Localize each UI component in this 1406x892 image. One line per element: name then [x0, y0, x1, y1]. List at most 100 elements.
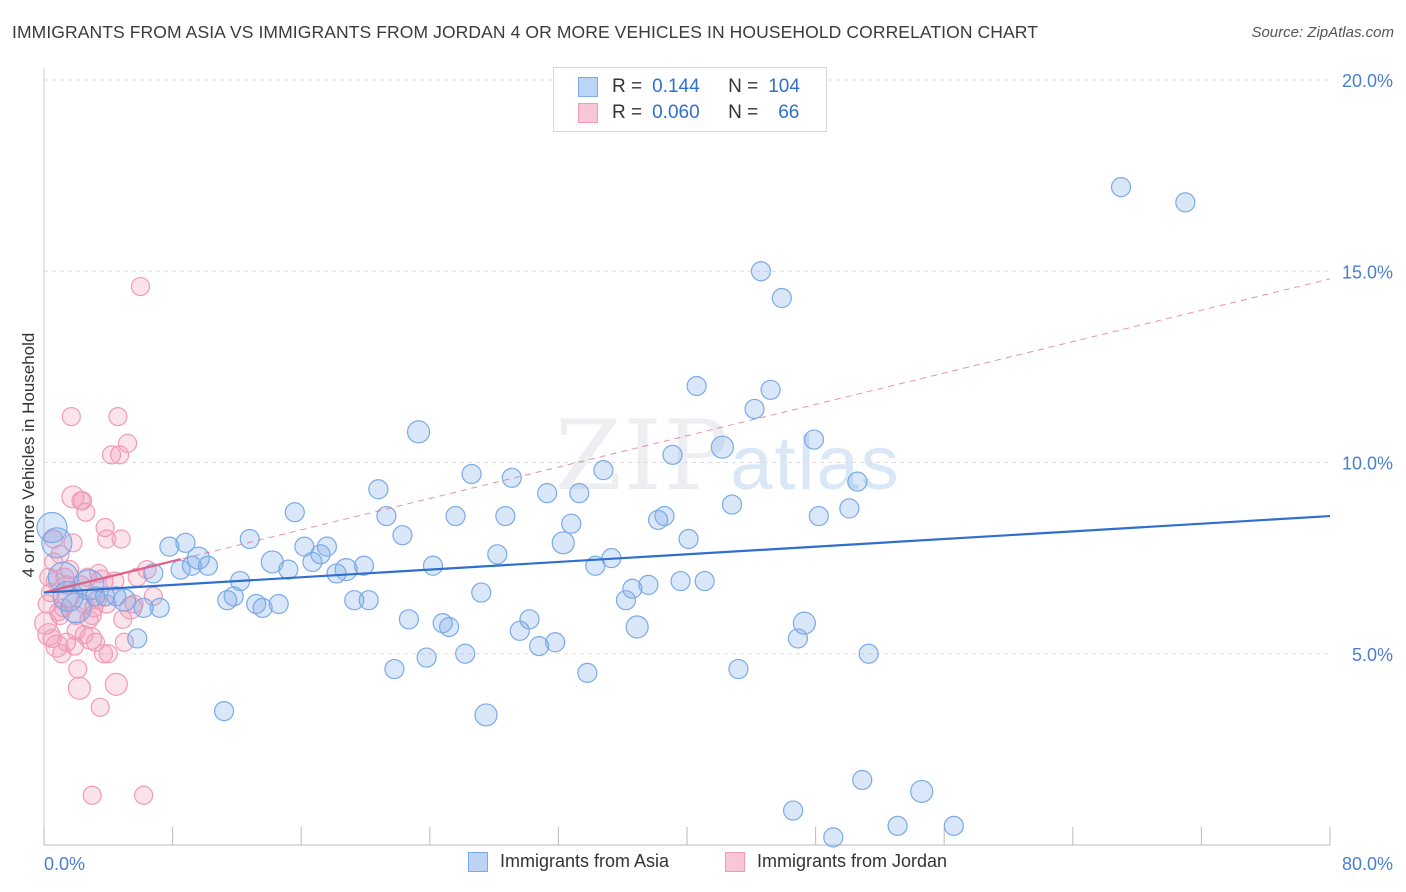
asia-point — [376, 505, 397, 527]
asia-point — [284, 502, 305, 523]
x-tick-label-max: 80.0% — [1342, 854, 1393, 874]
asia-point — [278, 559, 299, 580]
asia-point — [268, 593, 289, 615]
y-tick-label: 5.0% — [1352, 645, 1393, 665]
asia-point — [495, 505, 516, 527]
asia-point — [615, 590, 637, 611]
asia-point — [112, 588, 136, 612]
asia-point — [455, 643, 476, 664]
jordan-point — [37, 594, 57, 614]
asia-point — [545, 632, 566, 653]
bottom-legend-jordan: Immigrants from Jordan — [725, 851, 947, 872]
jordan-point — [108, 407, 128, 427]
legend-n-value-jordan: 66 — [778, 102, 800, 123]
asia-point — [771, 287, 792, 309]
axes — [43, 68, 1331, 846]
jordan-point — [60, 559, 80, 580]
asia-point — [577, 662, 598, 683]
watermark: ZIPatlas — [555, 400, 901, 512]
asia-point — [239, 528, 260, 550]
jordan-point — [90, 697, 110, 717]
legend-r-label: R = — [612, 102, 643, 123]
asia-point — [750, 261, 772, 282]
y-tick-label: 10.0% — [1342, 454, 1393, 474]
chart-source: Source: ZipAtlas.com — [1251, 24, 1394, 41]
asia-point — [792, 611, 816, 635]
asia-point — [760, 379, 781, 400]
asia-point — [149, 597, 170, 618]
asia-point — [744, 398, 765, 420]
asia-point — [445, 505, 466, 527]
asia-point — [384, 658, 405, 680]
jordan-point — [85, 632, 106, 652]
asia-point — [887, 815, 908, 836]
asia-point — [252, 597, 273, 618]
asia-trend-line — [43, 514, 1331, 594]
asia-point — [529, 635, 550, 657]
asia-point — [625, 615, 649, 639]
jordan-point — [134, 785, 154, 805]
asia-point — [638, 574, 659, 596]
asia-point — [175, 532, 196, 553]
asia-point — [422, 555, 444, 576]
legend-n-value-asia: 104 — [768, 76, 800, 97]
asia-point — [501, 467, 522, 488]
asia-point — [186, 546, 210, 570]
asia-point — [1175, 192, 1196, 213]
asia-point — [686, 375, 707, 397]
asia-point — [302, 551, 323, 573]
asia-point — [353, 555, 374, 576]
legend-n-label: N = — [728, 102, 759, 123]
jordan-point — [114, 632, 134, 652]
asia-point — [246, 593, 267, 615]
asia-point — [710, 435, 734, 459]
legend-r-value-asia: 0.144 — [652, 76, 700, 97]
asia-point — [398, 609, 420, 630]
jordan-point — [68, 659, 88, 679]
asia-point — [537, 483, 558, 504]
legend-r-value-jordan: 0.060 — [652, 102, 700, 123]
asia-point — [217, 590, 238, 611]
asia-points — [36, 177, 1196, 848]
y-axis-label: 4 or more Vehicles in Household — [19, 333, 38, 578]
asia-point — [647, 509, 669, 530]
asia-point — [943, 815, 964, 836]
jordan-point — [37, 623, 61, 647]
legend-row-asia: R = 0.144 N = 104 — [578, 74, 800, 100]
legend-n-label: N = — [728, 76, 759, 97]
asia-point — [213, 701, 235, 722]
jordan-point — [104, 672, 128, 696]
bottom-legend-asia: Immigrants from Asia — [468, 851, 669, 872]
asia-point — [487, 544, 508, 565]
asia-point — [561, 513, 582, 534]
asia-point — [782, 800, 804, 821]
asia-point — [392, 525, 413, 546]
watermark-atlas: atlas — [730, 421, 901, 506]
asia-point — [416, 647, 437, 668]
asia-point — [654, 505, 675, 527]
asia-point — [847, 471, 868, 492]
asia-point — [910, 779, 934, 804]
asia-point — [438, 616, 460, 638]
asia-point — [1110, 177, 1132, 198]
asia-point — [721, 494, 743, 515]
jordan-point — [111, 529, 131, 549]
asia-point — [852, 769, 873, 791]
jordan-point — [109, 445, 130, 465]
jordan-point — [117, 433, 138, 453]
asia-point — [808, 505, 829, 527]
asia-point — [143, 563, 164, 584]
legend-row-jordan: R = 0.060 N = 66 — [578, 100, 799, 126]
tick-labels: 5.0% 10.0% 15.0% 20.0% 0.0% 80.0% — [44, 71, 1393, 874]
asia-point — [593, 460, 614, 481]
jordan-point — [76, 502, 96, 522]
jordan-point — [66, 621, 86, 641]
asia-point — [223, 586, 244, 607]
asia-point — [670, 570, 691, 592]
jordan-point — [97, 529, 117, 549]
asia-point — [728, 658, 749, 680]
asia-point — [803, 429, 825, 450]
jordan-point — [71, 491, 91, 511]
jordan-point — [63, 533, 83, 553]
